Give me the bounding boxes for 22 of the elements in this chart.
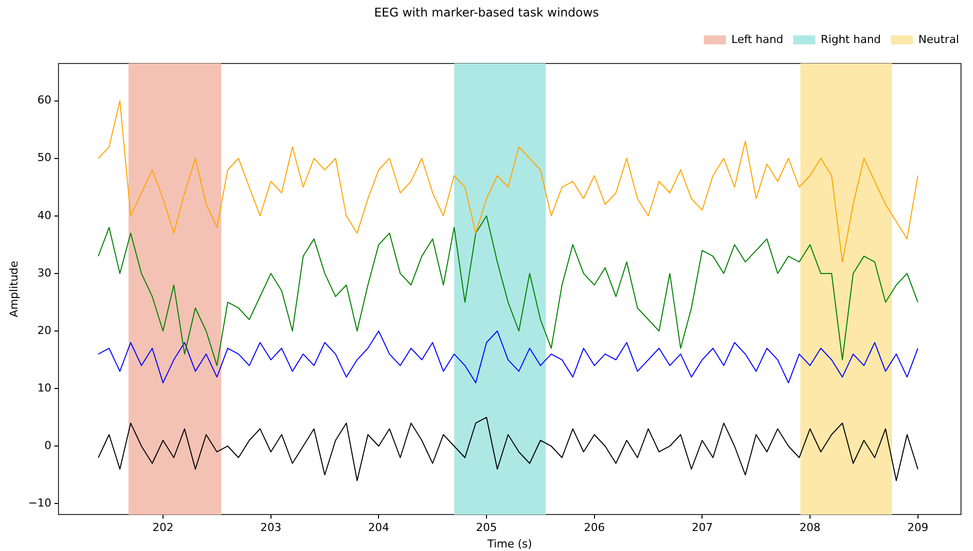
x-tick-label: 206 <box>584 521 605 534</box>
chart-title: EEG with marker-based task windows <box>374 5 599 20</box>
legend-label: Neutral <box>918 32 960 46</box>
x-tick-label: 209 <box>907 521 928 534</box>
legend-label: Right hand <box>820 32 881 46</box>
y-tick-label: 10 <box>37 381 52 394</box>
x-tick-label: 207 <box>692 521 713 534</box>
y-tick-label: 50 <box>37 151 52 164</box>
y-tick-label: 60 <box>37 94 52 107</box>
y-tick-label: 0 <box>44 438 52 452</box>
y-tick-label: −10 <box>28 496 52 510</box>
x-tick-label: 202 <box>152 521 174 534</box>
y-axis-title: Amplitude <box>7 260 20 318</box>
x-tick-label: 208 <box>800 521 821 534</box>
x-tick-label: 203 <box>260 521 282 534</box>
x-tick-label: 204 <box>368 521 390 534</box>
y-tick-label: 30 <box>37 266 52 280</box>
legend-label: Left hand <box>731 32 784 46</box>
y-tick-label: 20 <box>37 324 52 337</box>
y-tick-label: 40 <box>37 208 52 222</box>
x-tick-label: 205 <box>476 521 498 534</box>
x-axis-title: Time (s) <box>486 537 532 550</box>
